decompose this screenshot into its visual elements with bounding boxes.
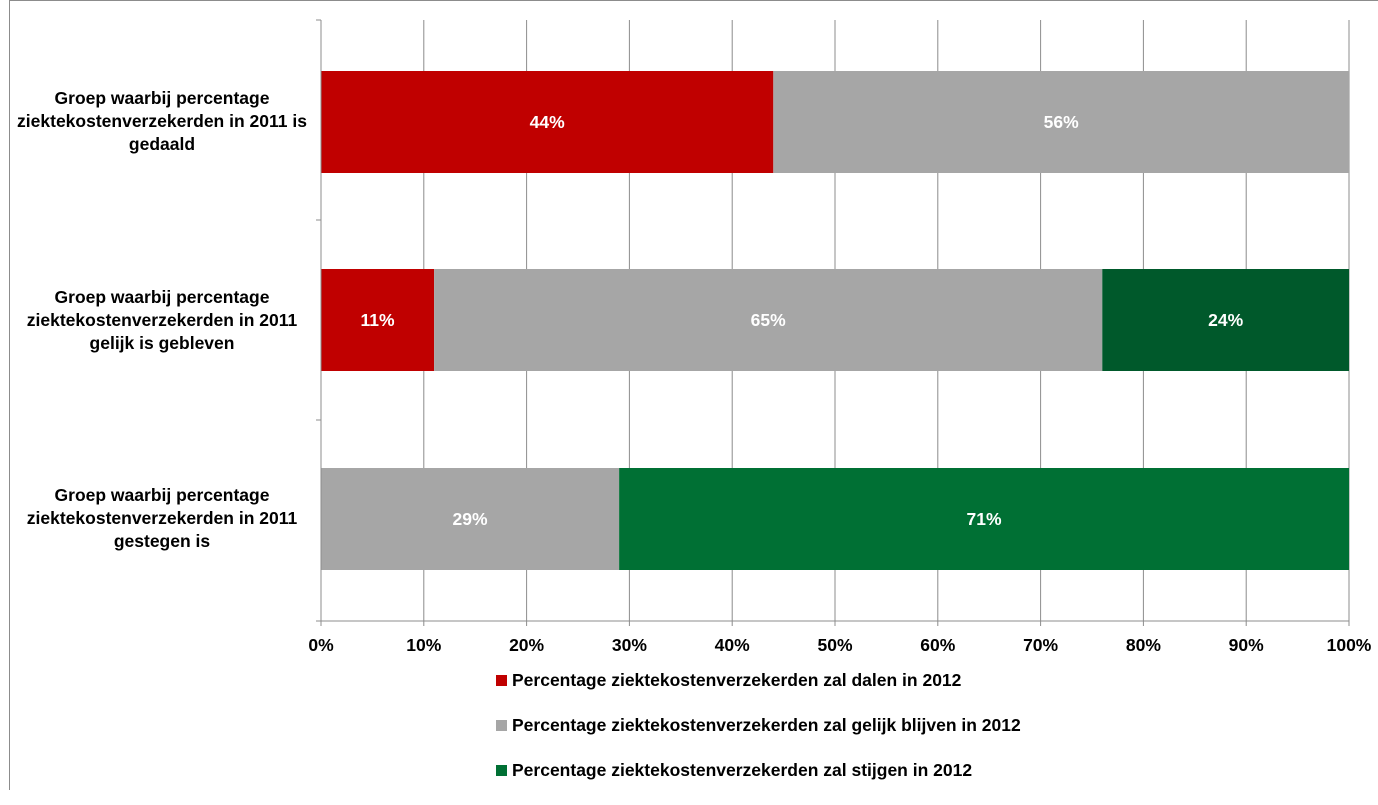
bar-segment: [434, 269, 1103, 371]
x-tick-label: 60%: [920, 635, 955, 655]
data-label: 44%: [530, 112, 565, 132]
category-label: Groep waarbij percentage ziektekostenver…: [26, 485, 298, 551]
bar-segment: [1102, 269, 1349, 371]
bar-segment: [773, 71, 1349, 173]
bar-segment: [321, 269, 435, 371]
x-tick-label: 0%: [308, 635, 334, 655]
legend-swatch: [496, 675, 507, 686]
legend-label: Percentage ziektekostenverzekerden zal d…: [512, 670, 962, 690]
x-tick-label: 80%: [1126, 635, 1161, 655]
legend-item: Percentage ziektekostenverzekerden zal g…: [496, 715, 1021, 736]
x-tick-label: 100%: [1327, 635, 1372, 655]
x-tick-label: 90%: [1229, 635, 1264, 655]
x-tick-label: 30%: [612, 635, 647, 655]
legend: Percentage ziektekostenverzekerden zal d…: [496, 670, 1021, 805]
category-label: Groep waarbij percentage ziektekostenver…: [26, 287, 298, 353]
data-label: 24%: [1208, 310, 1243, 330]
x-tick-label: 50%: [817, 635, 852, 655]
legend-swatch: [496, 765, 507, 776]
bars: [321, 71, 1349, 570]
data-label: 65%: [751, 310, 786, 330]
data-labels: 44% 56% 11% 65% 24% 29% 71%: [361, 112, 1244, 529]
legend-item: Percentage ziektekostenverzekerden zal s…: [496, 760, 1021, 781]
x-tick-label: 40%: [715, 635, 750, 655]
legend-swatch: [496, 720, 507, 731]
bar-segment: [619, 468, 1349, 570]
legend-item: Percentage ziektekostenverzekerden zal d…: [496, 670, 1021, 691]
bar-segment: [321, 71, 774, 173]
legend-label: Percentage ziektekostenverzekerden zal g…: [512, 715, 1021, 735]
legend-label: Percentage ziektekostenverzekerden zal s…: [512, 760, 973, 780]
data-label: 71%: [967, 509, 1002, 529]
chart-frame: [9, 0, 1378, 790]
x-tick-label: 10%: [406, 635, 441, 655]
axes: 0% 10% 20% 30% 40% 50% 60% 70% 80% 90% 100%: [308, 19, 1372, 655]
category-label: Groep waarbij percentage ziektekostenver…: [17, 88, 307, 154]
x-tick-label: 70%: [1023, 635, 1058, 655]
data-label: 56%: [1044, 112, 1079, 132]
data-label: 11%: [361, 310, 395, 330]
x-tick-label: 20%: [509, 635, 544, 655]
bar-segment: [321, 468, 620, 570]
data-label: 29%: [453, 509, 488, 529]
